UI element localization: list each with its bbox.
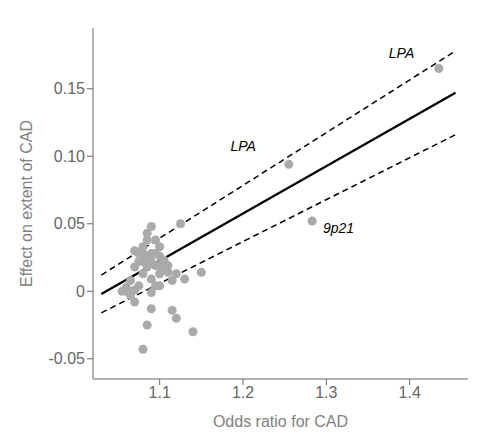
svg-text:-0.05: -0.05 [49, 350, 86, 367]
svg-text:0.05: 0.05 [54, 215, 85, 232]
svg-text:1.4: 1.4 [399, 384, 421, 401]
svg-text:Odds ratio for CAD: Odds ratio for CAD [213, 413, 348, 430]
svg-text:0.15: 0.15 [54, 80, 85, 97]
svg-text:0: 0 [76, 283, 85, 300]
svg-text:LPA: LPA [231, 138, 256, 154]
svg-text:1.1: 1.1 [149, 384, 171, 401]
svg-text:9p21: 9p21 [323, 220, 354, 236]
svg-text:1.3: 1.3 [315, 384, 337, 401]
svg-text:1.2: 1.2 [232, 384, 254, 401]
svg-text:Effect on extent of CAD: Effect on extent of CAD [18, 120, 35, 287]
svg-text:LPA: LPA [389, 45, 414, 61]
svg-text:0.10: 0.10 [54, 148, 85, 165]
